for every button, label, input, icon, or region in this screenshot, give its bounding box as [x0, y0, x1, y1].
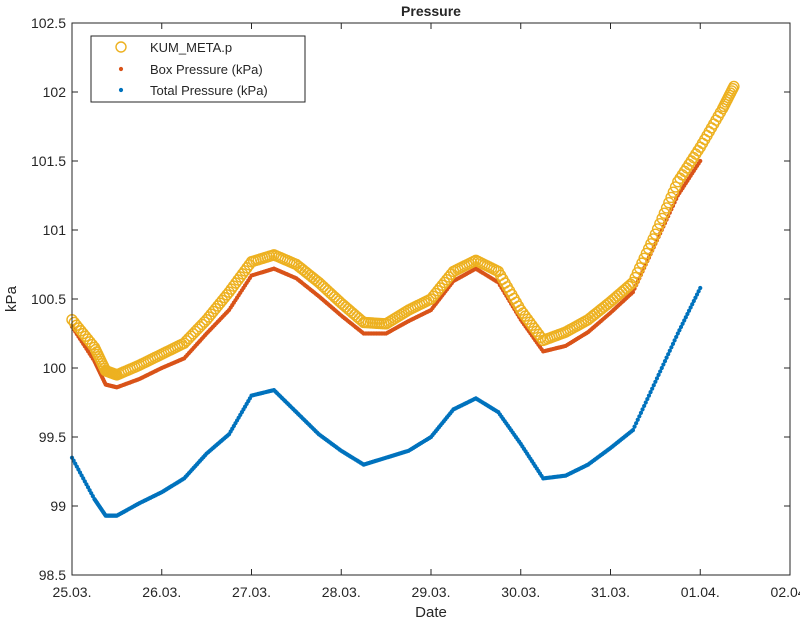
data-point [693, 295, 698, 300]
data-point [686, 308, 692, 313]
data-point [683, 315, 688, 320]
series-kum-meta-p [66, 80, 740, 381]
data-point [656, 212, 668, 225]
legend-marker-kum-meta [115, 41, 127, 53]
y-tick-label: 102.5 [31, 15, 66, 31]
y-tick-label: 99 [50, 498, 66, 514]
data-point [691, 298, 696, 304]
x-tick-label: 26.03. [142, 584, 181, 600]
data-point [662, 359, 668, 364]
data-point [667, 186, 680, 198]
data-point [667, 348, 672, 353]
y-tick-label: 98.5 [39, 567, 66, 583]
legend-label-total-pressure: Total Pressure (kPa) [150, 83, 268, 98]
y-tick-label: 99.5 [39, 429, 66, 445]
data-point [648, 390, 653, 395]
y-tick-label: 101.5 [31, 153, 66, 169]
data-point [728, 80, 740, 93]
data-point [654, 217, 666, 230]
y-axis: 98.5 99 99.5 100 100.5 101 101.5 102 102.5 [31, 15, 790, 583]
data-point [651, 223, 664, 235]
data-point [658, 207, 671, 219]
data-point [654, 376, 660, 381]
x-tick-label: 31.03. [591, 584, 630, 600]
y-tick-label: 100.5 [31, 291, 66, 307]
data-point [653, 379, 658, 384]
data-point [643, 400, 648, 405]
data-point [674, 334, 679, 340]
data-point [675, 331, 680, 336]
data-point [646, 393, 652, 398]
x-tick-label: 30.03. [501, 584, 540, 600]
data-point [650, 386, 655, 391]
legend-item-kum-meta: KUM_META.p [115, 40, 232, 55]
x-tick-label: 01.04. [681, 584, 720, 600]
data-point [658, 369, 663, 374]
legend-marker-box-pressure [118, 66, 124, 72]
x-tick-label: 25.03. [53, 584, 92, 600]
data-point [637, 414, 642, 419]
data-point [651, 383, 656, 388]
legend-item-box-pressure: Box Pressure (kPa) [118, 62, 263, 77]
x-tick-label: 29.03. [412, 584, 451, 600]
data-point [661, 362, 666, 367]
chart-title: Pressure [401, 3, 461, 19]
x-tick-label: 28.03. [322, 584, 361, 600]
data-point [698, 285, 703, 291]
data-point [690, 302, 695, 307]
x-tick-label: 27.03. [232, 584, 271, 600]
data-point [677, 328, 682, 333]
data-point [632, 424, 637, 429]
data-point [664, 355, 669, 360]
data-point [672, 338, 677, 343]
legend: KUM_META.p Box Pressure (kPa) Total Pres… [90, 35, 306, 103]
data-point [638, 410, 644, 415]
data-point [670, 341, 676, 346]
legend-label-box-pressure: Box Pressure (kPa) [150, 62, 263, 77]
x-axis: 25.03. 26.03. 27.03. 28.03. 29.03. 30.03. 31.0… [53, 23, 800, 600]
data-point [630, 428, 636, 433]
legend-marker-total-pressure [118, 87, 124, 93]
data-point [642, 403, 647, 409]
x-axis-label: Date [415, 604, 447, 621]
data-point [665, 191, 677, 204]
y-tick-label: 101 [43, 222, 67, 238]
y-tick-label: 100 [43, 360, 67, 376]
series-total-pressure-kpa [69, 285, 703, 518]
data-point [696, 289, 701, 294]
data-point [663, 196, 675, 209]
data-point [649, 228, 662, 240]
legend-label-kum-meta: KUM_META.p [150, 40, 232, 55]
y-axis-label: kPa [3, 285, 20, 312]
x-tick-label: 02.04. [771, 584, 800, 600]
data-point [669, 345, 674, 350]
data-point [659, 365, 664, 371]
data-point [698, 158, 703, 164]
data-point [685, 311, 690, 317]
data-point [630, 290, 636, 295]
data-point [680, 321, 685, 326]
data-point [656, 372, 661, 377]
data-point [694, 292, 700, 297]
data-point [682, 318, 687, 323]
legend-item-total-pressure: Total Pressure (kPa) [118, 83, 268, 98]
data-point [640, 407, 645, 412]
data-point [645, 396, 650, 402]
data-point [678, 324, 684, 330]
data-point [666, 352, 671, 357]
data-point [660, 202, 673, 214]
plot-area [66, 80, 740, 518]
y-tick-label: 102 [43, 84, 67, 100]
data-point [688, 305, 693, 310]
data-point [635, 417, 640, 422]
data-point [634, 421, 639, 426]
data-point [669, 181, 682, 193]
